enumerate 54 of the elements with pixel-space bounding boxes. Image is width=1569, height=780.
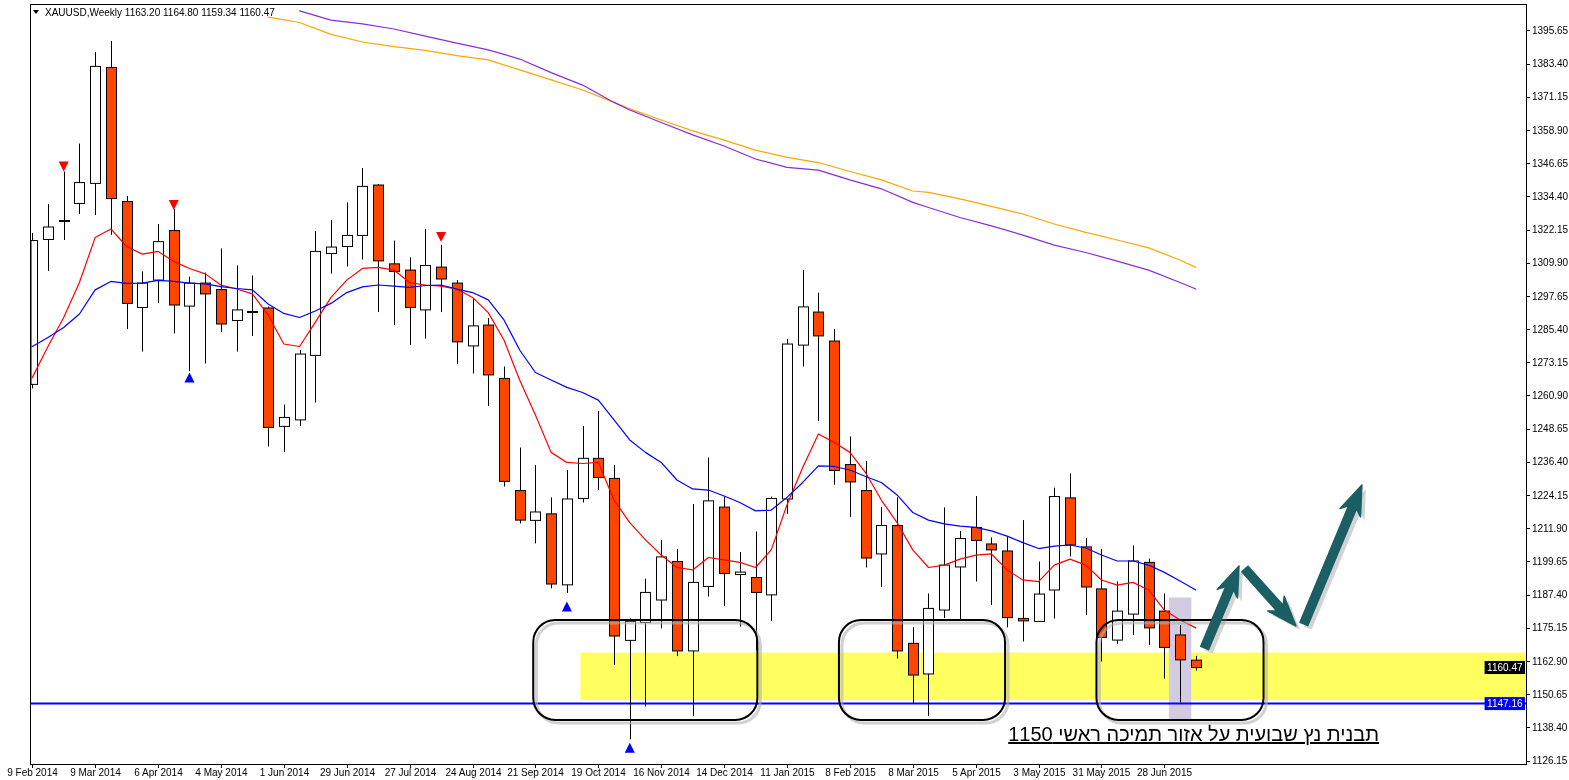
point (168, 200, 179, 211)
y-tick-label: 1334.40 (1532, 191, 1569, 202)
y-tick-label: 1285.40 (1532, 323, 1569, 335)
ref-line-label: 1147.16 (1487, 698, 1523, 710)
y-tick-label: 1236.40 (1532, 456, 1569, 468)
y-tick-label: 1371.15 (1532, 91, 1569, 103)
y-tick-label: 1309.90 (1532, 257, 1569, 269)
y-tick-label: 1138.40 (1532, 721, 1568, 733)
y-tick-label: 1322.15 (1532, 224, 1569, 236)
x-tick-label: 27 Jul 2014 (384, 767, 437, 778)
y-tick-label: 1297.65 (1532, 290, 1569, 302)
x-tick-label: 8 Mar 2015 (888, 767, 940, 778)
x-tick-label: 3 May 2015 (1013, 767, 1067, 778)
x-tick-label: 28 Jun 2015 (1136, 767, 1193, 778)
y-tick-label: 1126.15 (1532, 755, 1568, 767)
x-tick-label: 11 Jan 2015 (760, 767, 816, 778)
y-tick-label: 1162.90 (1532, 655, 1568, 667)
y-tick-label: 1346.65 (1532, 157, 1569, 169)
y-tick-label: 1248.65 (1532, 423, 1569, 435)
x-tick-label: 16 Nov 2014 (633, 767, 691, 778)
y-tick-label: 1358.90 (1532, 124, 1569, 136)
y-tick-label: 1260.90 (1532, 390, 1569, 402)
y-tick-label: 1273.15 (1532, 356, 1569, 368)
x-tick-label: 19 Oct 2014 (571, 767, 627, 778)
x-tick-label: 4 May 2014 (195, 767, 249, 778)
y-tick-label: 1395.65 (1532, 25, 1569, 37)
y-tick-label: 1150.65 (1532, 688, 1568, 700)
x-tick-label: 1 Jun 2014 (259, 767, 310, 778)
y-tick-label: 1175.15 (1532, 622, 1568, 634)
line-series (31, 228, 1197, 629)
x-tick-label: 14 Dec 2014 (696, 767, 754, 778)
x-tick-label: 31 May 2015 (1072, 767, 1131, 778)
line-series (31, 279, 1197, 591)
point (184, 372, 195, 383)
x-tick-label: 6 Apr 2014 (134, 767, 184, 778)
y-tick-label: 1211.90 (1532, 522, 1568, 534)
point (561, 601, 572, 612)
x-tick-label: 9 Mar 2014 (70, 767, 122, 778)
point (436, 232, 447, 243)
x-tick-label: 9 Feb 2014 (7, 767, 59, 778)
x-tick-label: 8 Feb 2015 (825, 767, 877, 778)
point (58, 161, 69, 172)
y-tick-label: 1224.15 (1532, 489, 1569, 501)
y-tick-label: 1187.40 (1532, 589, 1568, 601)
point (624, 742, 635, 753)
x-tick-label: 21 Sep 2014 (507, 767, 565, 778)
annotation: תבנית נץ שבועית על אזור תמיכה ראשי 1150 (1008, 722, 1379, 746)
chart-title: XAUUSD,Weekly 1163.20 1164.80 1159.34 1160.47 (45, 7, 276, 18)
x-tick-label: 5 Apr 2015 (952, 767, 1002, 778)
x-tick-label: 29 Jun 2014 (319, 767, 376, 778)
y-tick-label: 1383.40 (1532, 58, 1569, 70)
y-tick-label: 1199.65 (1532, 556, 1568, 568)
x-tick-label: 24 Aug 2014 (445, 767, 503, 778)
annotation: 1160.47 (1487, 662, 1523, 674)
